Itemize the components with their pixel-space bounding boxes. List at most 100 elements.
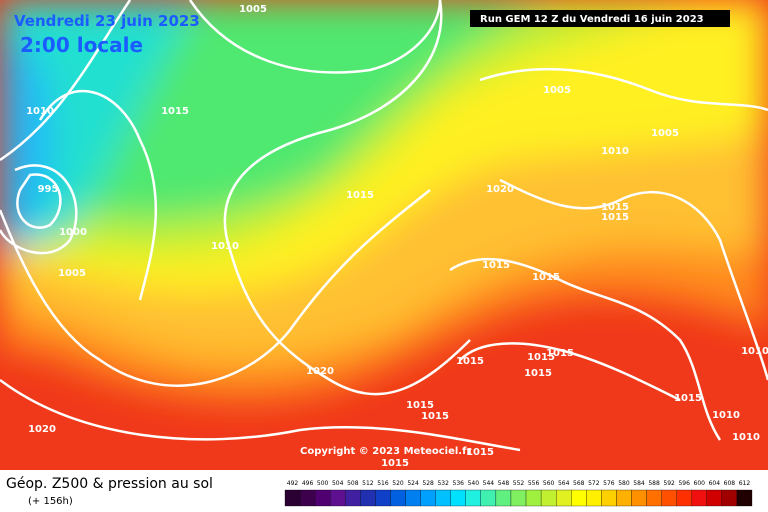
isobar-label: 1015	[546, 348, 574, 359]
scale-swatch	[390, 489, 406, 507]
isobar-label: 1015	[466, 447, 494, 458]
isobar-label: 1020	[306, 366, 334, 377]
scale-label: 552	[513, 480, 525, 487]
isobar-label: 1015	[381, 458, 409, 469]
scale-label: 560	[543, 480, 555, 487]
scale-label: 556	[528, 480, 540, 487]
scale-swatch	[450, 489, 466, 507]
scale-label: 544	[483, 480, 495, 487]
scale-swatch	[691, 489, 707, 507]
isobar-label: 995	[38, 184, 59, 195]
scale-label: 496	[302, 480, 314, 487]
isobar-label: 1015	[482, 260, 510, 271]
scale-label: 568	[573, 480, 585, 487]
scale-swatch	[661, 489, 677, 507]
isobar-label: 1020	[28, 424, 56, 435]
scale-label: 508	[347, 480, 359, 487]
scale-label: 592	[663, 480, 675, 487]
scale-label: 536	[453, 480, 465, 487]
isobar-label: 1015	[421, 411, 449, 422]
isobar-label: 1005	[651, 128, 679, 139]
scale-label: 520	[392, 480, 404, 487]
scale-label: 516	[377, 480, 389, 487]
scale-label: 504	[332, 480, 344, 487]
isobar-label: 1015	[532, 272, 560, 283]
scale-swatch	[495, 489, 512, 507]
copyright: Copyright © 2023 Meteociel.fr	[300, 446, 471, 457]
scale-swatch	[676, 489, 692, 507]
isobar-label: 1010	[741, 346, 768, 357]
scale-label: 612	[739, 480, 751, 487]
scale-label: 580	[618, 480, 630, 487]
isobar-label: 1015	[346, 190, 374, 201]
scale-swatch	[721, 489, 738, 507]
time-label: 2:00 locale	[20, 33, 143, 57]
scale-swatch	[556, 489, 572, 507]
scale-swatch	[314, 489, 331, 507]
isobar-label: 1010	[601, 146, 629, 157]
footer-title: Géop. Z500 & pression au sol	[6, 476, 213, 492]
scale-swatch	[646, 489, 662, 507]
scale-swatch	[284, 489, 301, 507]
isobar-label: 1005	[239, 4, 267, 15]
isobar-label: 1015	[161, 106, 189, 117]
scale-label: 532	[437, 480, 449, 487]
scale-label: 588	[648, 480, 660, 487]
scale-swatch	[525, 489, 542, 507]
scale-swatch	[330, 489, 346, 507]
scale-swatch	[465, 489, 481, 507]
scale-label: 524	[407, 480, 419, 487]
scale-swatch	[299, 489, 316, 507]
field	[0, 0, 768, 470]
scale-swatch	[510, 489, 527, 507]
date-label: Vendredi 23 juin 2023	[14, 12, 200, 30]
isobar-label: 1000	[59, 227, 87, 238]
scale-swatch	[405, 489, 421, 507]
run-label: Run GEM 12 Z du Vendredi 16 juin 2023	[480, 14, 704, 25]
scale-label: 540	[468, 480, 480, 487]
scale-label: 596	[678, 480, 690, 487]
isobar-label: 1015	[406, 400, 434, 411]
scale-label: 528	[422, 480, 434, 487]
scale-swatch	[706, 489, 723, 507]
scale-label: 576	[603, 480, 615, 487]
isobar-label: 1015	[524, 368, 552, 379]
scale-label: 500	[317, 480, 329, 487]
scale-label: 512	[362, 480, 374, 487]
isobar-label: 1015	[601, 212, 629, 223]
scale-label: 608	[724, 480, 736, 487]
scale-swatch	[616, 489, 632, 507]
isobar-label: 1015	[456, 356, 484, 367]
scale-swatch	[736, 489, 753, 507]
scale-label: 600	[694, 480, 706, 487]
scale-label: 548	[498, 480, 510, 487]
isobar-label: 1015	[674, 393, 702, 404]
scale-swatch	[601, 489, 617, 507]
scale-label: 564	[558, 480, 570, 487]
scale-swatch	[345, 489, 361, 507]
isobar-label: 1010	[211, 241, 239, 252]
run-box	[470, 10, 730, 27]
scale-label: 584	[633, 480, 645, 487]
isobar-label: 1005	[543, 85, 571, 96]
scale-swatch	[375, 489, 391, 507]
scale-swatch	[540, 489, 557, 507]
scale-label: 492	[287, 480, 299, 487]
isobar-label: 1020	[486, 184, 514, 195]
scale-swatch	[480, 489, 497, 507]
isobar-label: 1015	[527, 352, 555, 363]
scale-swatch	[420, 489, 436, 507]
isobar-label: 1010	[712, 410, 740, 421]
isobar-label: 1010	[26, 106, 54, 117]
scale-swatch	[435, 489, 451, 507]
scale-swatch	[631, 489, 647, 507]
scale-swatch	[571, 489, 587, 507]
isobars	[0, 0, 768, 452]
isobar-label: 1015	[601, 202, 629, 213]
footer-lead: (+ 156h)	[28, 496, 73, 507]
isobar-label: 1005	[58, 268, 86, 279]
scale-label: 604	[709, 480, 721, 487]
scale-swatch	[586, 489, 602, 507]
